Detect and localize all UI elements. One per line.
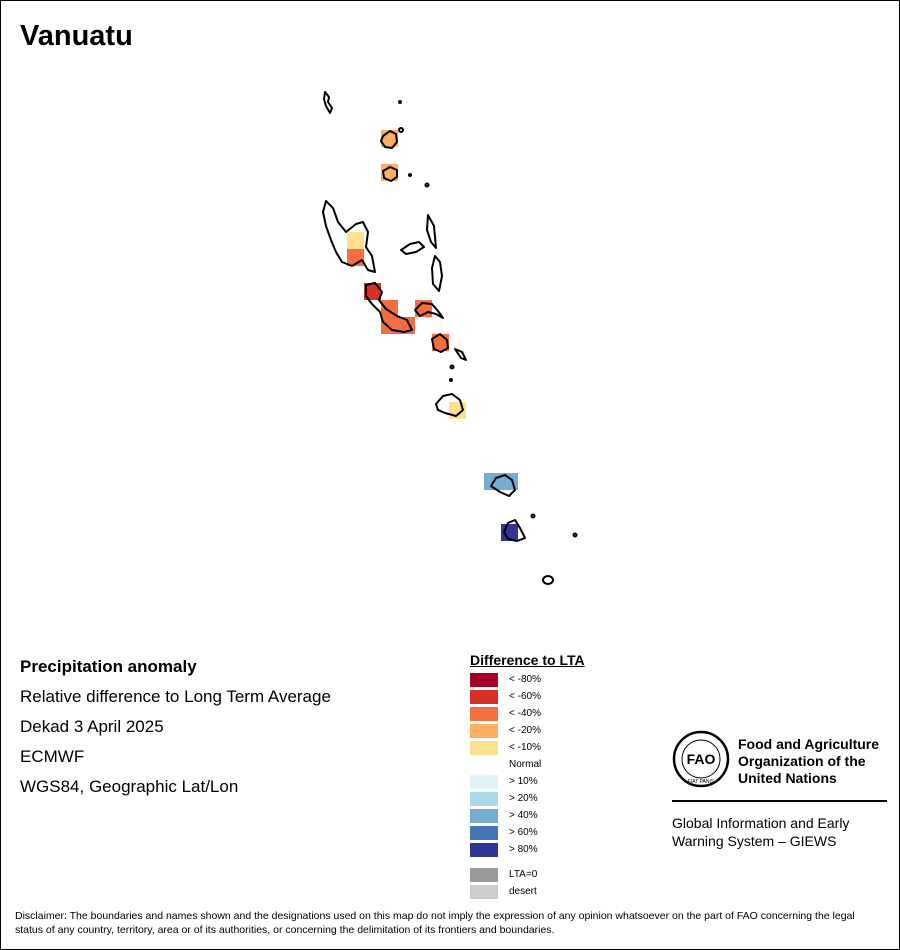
giews-line: Global Information and Early [672,815,850,831]
legend-swatch [470,885,498,899]
legend-label: < -40% [509,708,541,719]
island-outline [424,182,430,188]
map-title: Vanuatu [20,20,133,52]
legend-label: > 20% [509,793,538,804]
legend-item: < -10% [470,740,585,757]
legend-label: < -60% [509,691,541,702]
island-outline [490,474,516,497]
legend-label: > 40% [509,810,538,821]
giews-line: Warning System – GIEWS [672,833,837,849]
island-outline [408,173,412,177]
info-heading: Precipitation anomaly [20,657,197,676]
legend-label: > 10% [509,776,538,787]
fao-logo-icon: FAO FIAT PANIS [672,730,730,788]
legend-item: < -20% [470,723,585,740]
fao-divider [672,800,887,802]
island-outline [542,575,554,585]
legend: Difference to LTA < -80% < -60% < -40% < -2… [470,652,585,901]
legend-swatch [470,809,498,823]
legend-label: LTA=0 [509,869,538,880]
island-outline [449,378,453,382]
island-outline [454,348,467,361]
map-canvas [322,91,578,585]
info-line: Relative difference to Long Term Average [20,687,331,706]
island-outline [435,393,464,417]
island-outline [380,130,398,149]
island-outlines [322,91,578,585]
map-info: Precipitation anomaly Relative differenc… [20,657,331,807]
fao-org-name: Food and Agriculture Organization of the… [738,736,879,787]
legend-label: > 80% [509,844,538,855]
legend-classes: < -80% < -60% < -40% < -20% < -10% Normal > 10… [470,672,585,859]
legend-item: desert [470,884,585,901]
island-outline [323,91,333,114]
island-outline [398,127,404,133]
anomaly-cell [364,283,381,300]
island-outline [398,100,402,104]
legend-item: > 80% [470,842,585,859]
legend-item: > 60% [470,825,585,842]
island-outline [530,513,536,519]
island-outline [414,302,444,319]
island-outline [572,532,578,538]
island-outline [382,166,398,182]
legend-label: < -10% [509,742,541,753]
island-outline [503,519,526,542]
legend-item: < -80% [470,672,585,689]
legend-swatch [470,775,498,789]
anomaly-cell [347,232,364,249]
legend-label: < -20% [509,725,541,736]
info-line: WGS84, Geographic Lat/Lon [20,777,239,796]
legend-swatch [470,673,498,687]
legend-swatch [470,868,498,882]
legend-extra: LTA=0 desert [470,867,585,901]
legend-item: > 10% [470,774,585,791]
legend-label: < -80% [509,674,541,685]
island-outline [426,214,437,249]
island-outline [449,364,455,370]
disclaimer: Disclaimer: The boundaries and names sho… [15,910,855,936]
info-line: ECMWF [20,747,85,766]
legend-title: Difference to LTA [470,652,585,668]
legend-swatch [470,826,498,840]
legend-item: Normal [470,757,585,774]
legend-item: < -60% [470,689,585,706]
island-outline [322,200,376,273]
island-outline [365,282,413,333]
legend-label: desert [509,886,537,897]
fao-org-line: Food and Agriculture [738,736,880,752]
island-outline [431,333,449,353]
legend-item: > 20% [470,791,585,808]
legend-label: Normal [509,759,542,770]
info-line: Dekad 3 April 2025 [20,717,164,736]
legend-swatch [470,843,498,857]
legend-swatch [470,690,498,704]
legend-label: > 60% [509,827,538,838]
fao-logo-motto: FIAT PANIS [688,779,715,785]
giews-name: Global Information and Early Warning Sys… [672,814,887,850]
legend-swatch [470,741,498,755]
legend-item: > 40% [470,808,585,825]
fao-org-line: United Nations [738,770,837,786]
legend-swatch [470,758,498,772]
fao-logo-text: FAO [687,751,716,767]
legend-swatch [470,792,498,806]
legend-item: < -40% [470,706,585,723]
anomaly-cells [347,130,518,541]
island-outline [400,241,425,255]
legend-swatch [470,707,498,721]
legend-swatch [470,724,498,738]
fao-org-line: Organization of the [738,753,866,769]
legend-item: LTA=0 [470,867,585,884]
island-outline [431,255,443,292]
